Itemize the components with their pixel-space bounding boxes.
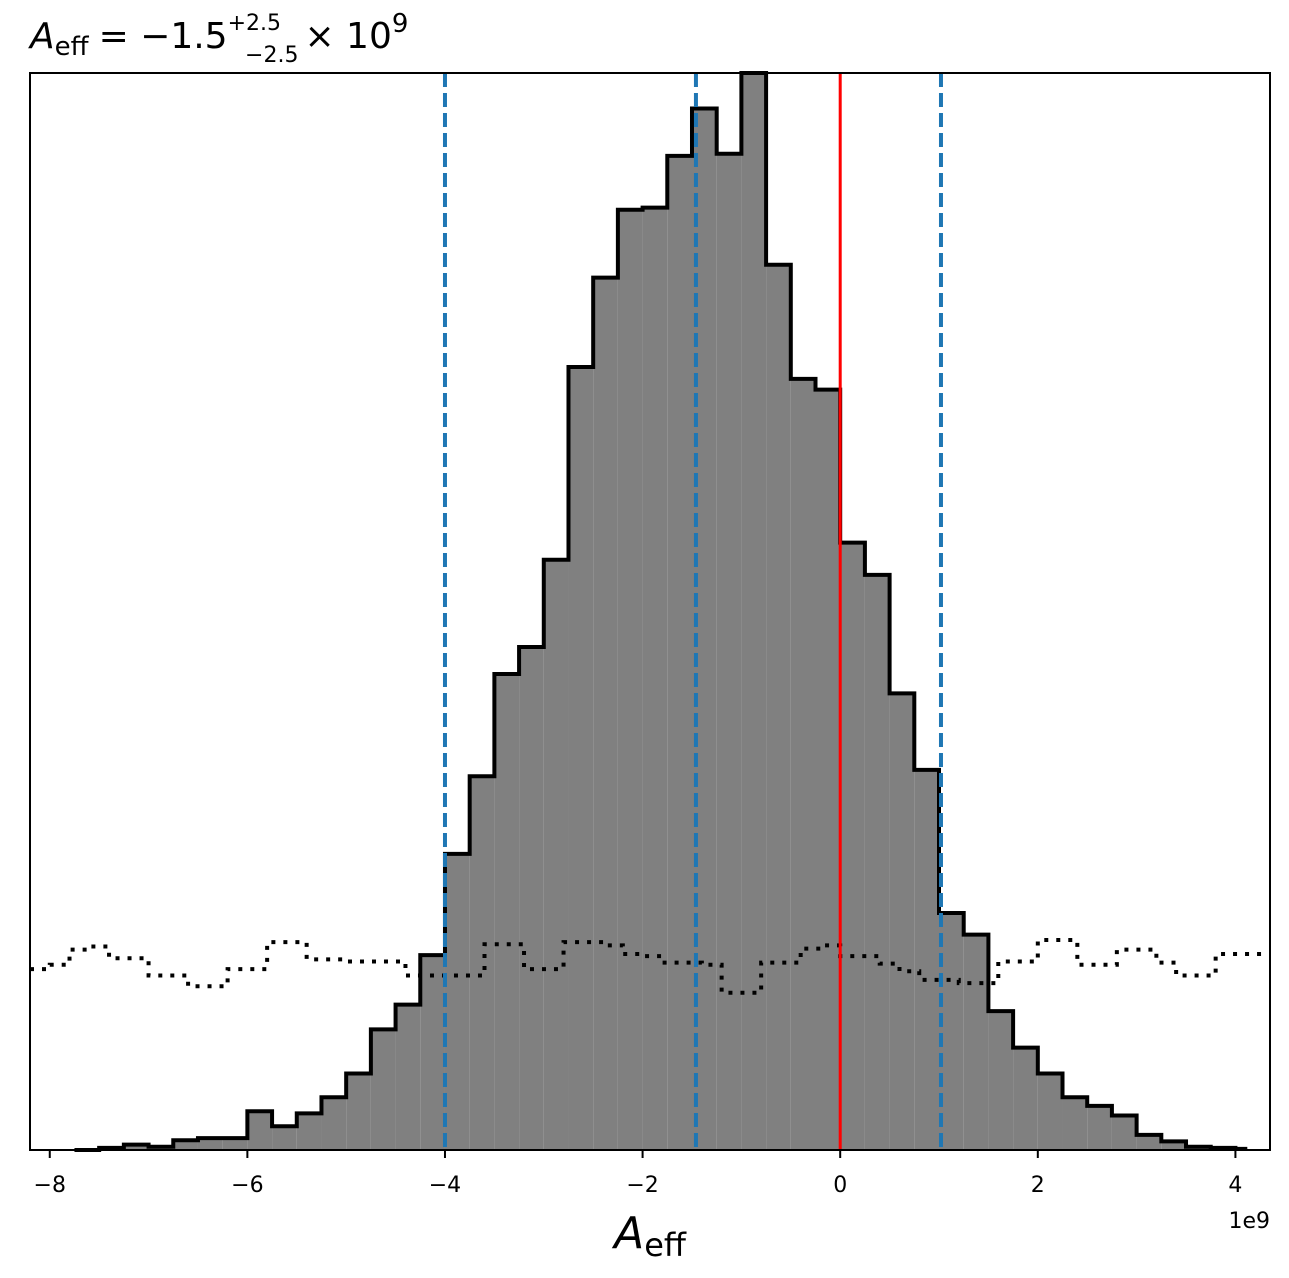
hist-bar bbox=[593, 277, 618, 1150]
plot-area bbox=[30, 71, 1270, 1152]
hist-bar bbox=[667, 155, 692, 1150]
hist-bar bbox=[1111, 1115, 1137, 1150]
x-ticks: −8 −6 −4 −2 0 2 4 bbox=[34, 1150, 1242, 1198]
hist-bar bbox=[272, 1126, 297, 1150]
hist-bar bbox=[889, 693, 915, 1150]
chart-title: Aeff = −1.5+2.5 −2.5 × 109 bbox=[28, 9, 408, 68]
hist-bar bbox=[519, 647, 544, 1150]
hist-bar bbox=[321, 1097, 347, 1150]
prior-layer bbox=[30, 937, 1270, 995]
hist-bar bbox=[963, 934, 989, 1150]
hist-bar bbox=[642, 207, 668, 1150]
hist-bar bbox=[222, 1138, 248, 1150]
prior-curve bbox=[30, 937, 1270, 995]
vertical-lines-layer bbox=[442, 73, 943, 1150]
axes-frame bbox=[29, 72, 1271, 1151]
histogram-layer bbox=[74, 71, 1248, 1152]
hist-bar bbox=[766, 264, 791, 1150]
hist-bar bbox=[864, 574, 890, 1150]
x-axis-label-sub: eff bbox=[644, 1226, 687, 1264]
hist-bar bbox=[444, 853, 470, 1150]
x-tick-label: −2 bbox=[626, 1173, 658, 1198]
hist-bar bbox=[988, 1011, 1014, 1150]
hist-bar bbox=[1037, 1073, 1063, 1150]
hist-bar bbox=[840, 542, 865, 1150]
hist-bar bbox=[1062, 1097, 1088, 1150]
hist-bar bbox=[1087, 1105, 1112, 1150]
hist-bar bbox=[395, 1004, 421, 1150]
x-tick-label: 4 bbox=[1228, 1173, 1242, 1198]
x-axis-label-symbol: A bbox=[611, 1208, 644, 1259]
hist-bar bbox=[716, 153, 742, 1150]
title-median: = −1.5 bbox=[99, 16, 228, 57]
x-axis-label: Aeff bbox=[611, 1208, 687, 1264]
hist-bar bbox=[346, 1073, 371, 1150]
title-lower-err: −2.5 bbox=[245, 43, 298, 68]
title-scale: × 10 bbox=[304, 16, 391, 57]
hist-bar bbox=[568, 367, 594, 1150]
x-tick-label: −8 bbox=[34, 1173, 66, 1198]
hist-bar bbox=[494, 673, 520, 1150]
hist-bar bbox=[1136, 1134, 1162, 1150]
hist-bar bbox=[1013, 1047, 1038, 1150]
hist-bar bbox=[790, 378, 816, 1150]
hist-bar bbox=[1161, 1141, 1187, 1150]
hist-bar bbox=[173, 1140, 198, 1150]
x-tick-label: −6 bbox=[231, 1173, 263, 1198]
hist-bar bbox=[197, 1138, 223, 1150]
hist-bar bbox=[914, 769, 940, 1150]
hist-bar bbox=[741, 73, 767, 1150]
hist-bar bbox=[469, 776, 495, 1150]
hist-bar bbox=[247, 1111, 273, 1150]
hist-bar bbox=[617, 209, 643, 1151]
hist-bar bbox=[939, 913, 964, 1150]
hist-bar bbox=[123, 1144, 149, 1150]
hist-outline bbox=[74, 71, 1248, 1152]
x-tick-label: 0 bbox=[833, 1173, 847, 1198]
hist-bar bbox=[543, 559, 569, 1150]
title-scale-exp: 9 bbox=[392, 9, 409, 39]
title-upper-err: +2.5 bbox=[228, 11, 281, 36]
hist-bar bbox=[296, 1113, 322, 1150]
title-symbol: A bbox=[28, 16, 55, 57]
title-symbol-sub: eff bbox=[55, 32, 90, 62]
hist-bar bbox=[420, 955, 445, 1150]
x-offset-label: 1e9 bbox=[1228, 1209, 1270, 1234]
hist-bar bbox=[370, 1029, 396, 1150]
hist-bar bbox=[815, 389, 841, 1150]
x-tick-label: −4 bbox=[429, 1173, 461, 1198]
x-tick-label: 2 bbox=[1031, 1173, 1045, 1198]
